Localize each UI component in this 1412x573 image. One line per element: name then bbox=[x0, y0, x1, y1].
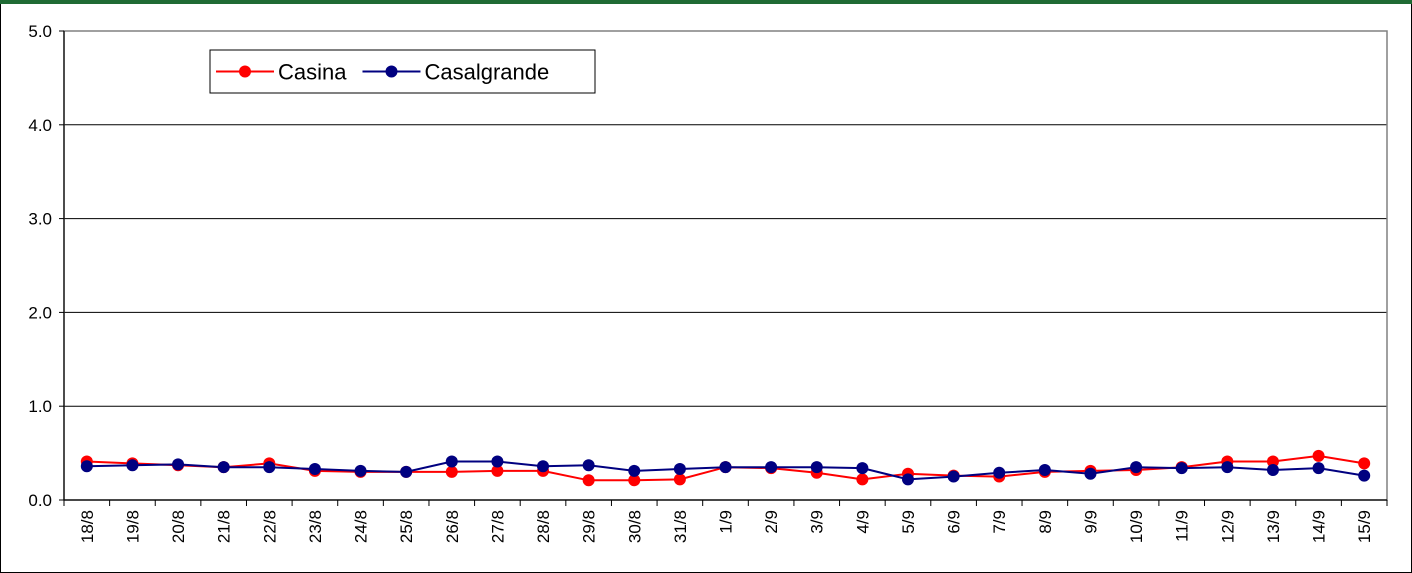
legend: Casina Casalgrande bbox=[209, 49, 596, 94]
data-point-casina bbox=[1312, 449, 1325, 462]
x-tick-label: 22/8 bbox=[260, 510, 279, 543]
data-point-casalgrande bbox=[491, 455, 504, 468]
data-point-casalgrande bbox=[263, 461, 276, 474]
y-tick-label: 5.0 bbox=[28, 22, 52, 41]
data-point-casalgrande bbox=[445, 455, 458, 468]
x-tick-label: 1/9 bbox=[717, 510, 736, 534]
y-tick-label: 0.0 bbox=[28, 491, 52, 510]
x-tick-label: 28/8 bbox=[534, 510, 553, 543]
data-point-casalgrande bbox=[628, 464, 641, 477]
series-group bbox=[80, 449, 1371, 487]
y-tick-label: 4.0 bbox=[28, 116, 52, 135]
data-point-casalgrande bbox=[354, 464, 367, 477]
data-point-casalgrande bbox=[537, 460, 550, 473]
data-point-casalgrande bbox=[1266, 463, 1279, 476]
x-tick-label: 30/8 bbox=[625, 510, 644, 543]
data-point-casalgrande bbox=[1358, 469, 1371, 482]
data-point-casalgrande bbox=[810, 461, 823, 474]
legend-marker-casina bbox=[239, 65, 251, 78]
legend-label-casina: Casina bbox=[278, 60, 347, 85]
legend-marker-casalgrande bbox=[385, 65, 398, 78]
x-tick-label: 20/8 bbox=[169, 510, 188, 543]
x-tick-label: 13/9 bbox=[1264, 510, 1283, 543]
y-axis: 0.0 1.0 2.0 3.0 4.0 5.0 bbox=[28, 22, 65, 510]
data-point-casina bbox=[445, 465, 458, 478]
x-tick-label: 19/8 bbox=[123, 510, 142, 543]
data-point-casina bbox=[582, 474, 595, 487]
x-tick-label: 8/9 bbox=[1036, 510, 1055, 534]
x-tick-label: 12/9 bbox=[1218, 510, 1237, 543]
x-tick-label: 29/8 bbox=[580, 510, 599, 543]
x-tick-label: 27/8 bbox=[488, 510, 507, 543]
data-point-casalgrande bbox=[308, 463, 321, 476]
x-tick-label: 2/9 bbox=[762, 510, 781, 534]
x-tick-label: 24/8 bbox=[352, 510, 371, 543]
data-point-casalgrande bbox=[1221, 461, 1234, 474]
data-point-casina bbox=[673, 473, 686, 486]
x-tick-label: 25/8 bbox=[397, 510, 416, 543]
data-point-casalgrande bbox=[1312, 462, 1325, 475]
x-tick-label: 4/9 bbox=[853, 510, 872, 534]
data-point-casalgrande bbox=[582, 459, 595, 472]
x-tick-label: 18/8 bbox=[78, 510, 97, 543]
x-tick-label: 14/9 bbox=[1310, 510, 1329, 543]
x-axis: 18/8 19/8 20/8 21/8 22/8 23/8 24/8 25/8 26/8 27/8… bbox=[63, 499, 1388, 543]
y-tick-label: 1.0 bbox=[28, 397, 52, 416]
y-tick-label: 3.0 bbox=[28, 210, 52, 229]
top-accent-bar bbox=[0, 0, 1412, 4]
legend-label-casalgrande: Casalgrande bbox=[424, 60, 549, 85]
data-point-casalgrande bbox=[673, 463, 686, 476]
x-tick-label: 3/9 bbox=[808, 510, 827, 534]
data-point-casina bbox=[1358, 457, 1371, 470]
data-point-casina bbox=[856, 473, 869, 486]
data-point-casalgrande bbox=[993, 466, 1006, 479]
data-point-casalgrande bbox=[1175, 462, 1188, 475]
data-point-casalgrande bbox=[856, 462, 869, 475]
x-tick-label: 9/9 bbox=[1081, 510, 1100, 534]
x-tick-label: 23/8 bbox=[306, 510, 325, 543]
data-point-casalgrande bbox=[765, 461, 778, 474]
x-tick-label: 7/9 bbox=[990, 510, 1009, 534]
x-tick-label: 31/8 bbox=[671, 510, 690, 543]
data-point-casalgrande bbox=[80, 460, 93, 473]
data-point-casalgrande bbox=[172, 458, 185, 471]
series-casalgrande bbox=[80, 455, 1371, 486]
data-point-casalgrande bbox=[1038, 463, 1051, 476]
x-tick-label: 15/9 bbox=[1355, 510, 1374, 543]
y-tick-label: 2.0 bbox=[28, 303, 52, 322]
data-point-casina bbox=[628, 474, 641, 487]
data-point-casalgrande bbox=[719, 461, 732, 474]
x-tick-label: 5/9 bbox=[899, 510, 918, 534]
x-tick-label: 6/9 bbox=[945, 510, 964, 534]
data-point-casalgrande bbox=[901, 473, 914, 486]
x-tick-label: 10/9 bbox=[1127, 510, 1146, 543]
plot-area bbox=[63, 30, 1388, 501]
data-point-casina bbox=[1266, 455, 1279, 468]
data-point-casalgrande bbox=[1130, 461, 1143, 474]
data-point-casalgrande bbox=[126, 459, 139, 472]
data-point-casalgrande bbox=[400, 465, 413, 478]
data-point-casina bbox=[491, 464, 504, 477]
x-tick-label: 26/8 bbox=[443, 510, 462, 543]
x-tick-label: 11/9 bbox=[1173, 510, 1192, 542]
x-tick-label: 21/8 bbox=[215, 510, 234, 543]
data-point-casalgrande bbox=[217, 461, 230, 474]
data-point-casalgrande bbox=[947, 470, 960, 483]
data-point-casalgrande bbox=[1084, 467, 1097, 480]
